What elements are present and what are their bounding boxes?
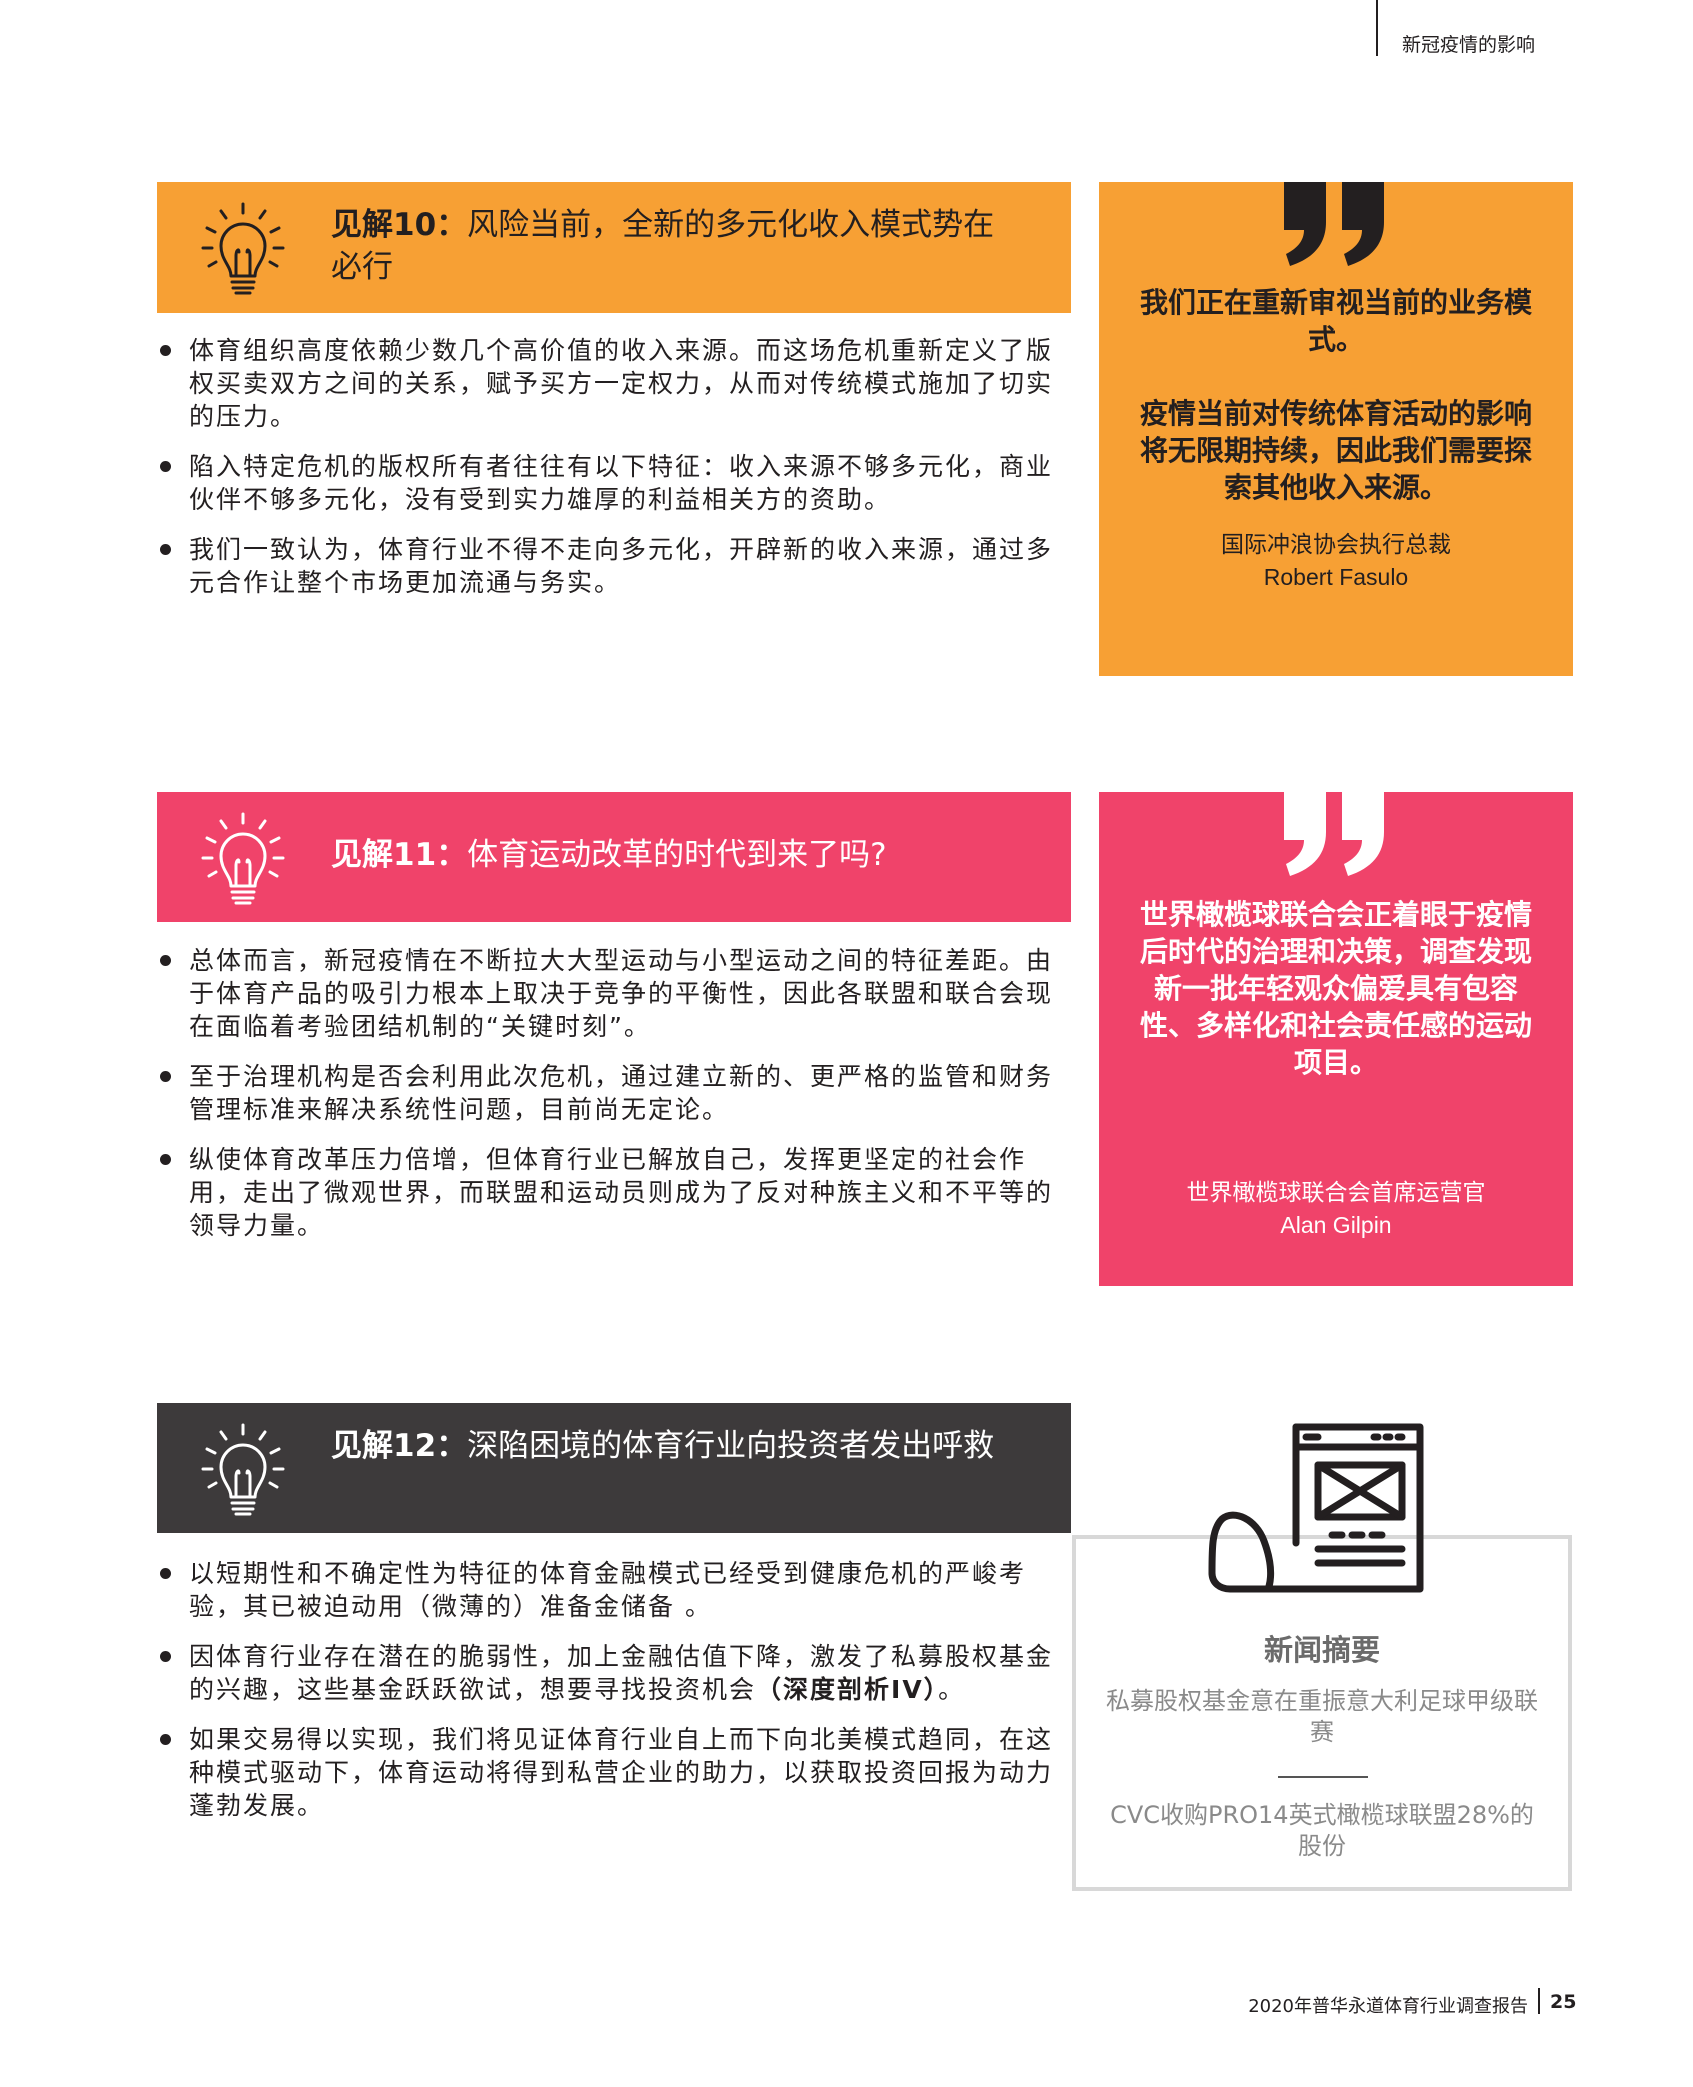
news-divider xyxy=(1278,1776,1368,1778)
insight12-label: 见解12： xyxy=(331,1428,468,1464)
quote1-name: Robert Fasulo xyxy=(1263,564,1409,590)
bullet-text: 如果交易得以实现，我们将见证体育行业自上而下向北美模式趋同，在这种模式驱动下，体… xyxy=(189,1725,1054,1820)
bullet-text: 纵使体育改革压力倍增，但体育行业已解放自己，发挥更坚定的社会作用，走出了微观世界… xyxy=(189,1145,1054,1240)
footer-report-title: 2020年普华永道体育行业调查报告 xyxy=(1248,1996,1528,2017)
list-item: 总体而言，新冠疫情在不断拉大大型运动与小型运动之间的特征差距。由于体育产品的吸引… xyxy=(157,944,1062,1043)
insight10-label: 见解10： xyxy=(331,207,468,243)
quote2-name: Alan Gilpin xyxy=(1280,1212,1392,1238)
quote2-text: 世界橄榄球联合会正着眼于疫情后时代的治理和决策，调查发现新一批年轻观众偏爱具有包… xyxy=(1139,898,1532,1079)
insight10-bullets: 体育组织高度依赖少数几个高价值的收入来源。而这场危机重新定义了版权买卖双方之间的… xyxy=(157,334,1062,616)
bullet-text-end: 。 xyxy=(938,1675,966,1704)
insight12-banner: 见解12：深陷困境的体育行业向投资者发出呼救 xyxy=(157,1403,1071,1533)
quote1-role: 国际冲浪协会执行总裁 xyxy=(1221,532,1451,558)
list-item: 我们一致认为，体育行业不得不走向多元化，开辟新的收入来源，通过多元合作让整个市场… xyxy=(157,533,1062,599)
list-item: 至于治理机构是否会利用此次危机，通过建立新的、更严格的监管和财务管理标准来解决系… xyxy=(157,1060,1062,1126)
bullet-dot xyxy=(160,345,171,356)
quote-box-2: 世界橄榄球联合会正着眼于疫情后时代的治理和决策，调查发现新一批年轻观众偏爱具有包… xyxy=(1099,792,1573,1286)
insight10-title-text: 风险当前，全新的多元化收入模式势在必行 xyxy=(331,207,995,285)
bullet-text: 总体而言，新冠疫情在不断拉大大型运动与小型运动之间的特征差距。由于体育产品的吸引… xyxy=(189,946,1054,1041)
quote-mark-icon xyxy=(1284,182,1384,266)
bullet-text: 因体育行业存在潜在的脆弱性，加上金融估值下降，激发了私募股权基金的兴趣，这些基金… xyxy=(189,1642,1053,1704)
quote2-role: 世界橄榄球联合会首席运营官 xyxy=(1186,1180,1486,1206)
list-item: 纵使体育改革压力倍增，但体育行业已解放自己，发挥更坚定的社会作用，走出了微观世界… xyxy=(157,1143,1062,1242)
insight11-title: 见解11：体育运动改革的时代到来了吗? xyxy=(331,834,1021,876)
insight11-label: 见解11： xyxy=(331,837,468,873)
footer-divider xyxy=(1538,1988,1540,2014)
quote1-text: 我们正在重新审视当前的业务模式。 疫情当前对传统体育活动的影响将无限期持续，因此… xyxy=(1129,284,1543,506)
bullet-dot xyxy=(160,1568,171,1579)
list-item: 如果交易得以实现，我们将见证体育行业自上而下向北美模式趋同，在这种模式驱动下，体… xyxy=(157,1723,1062,1822)
bullet-dot xyxy=(160,1651,171,1662)
news-title: 新闻摘要 xyxy=(1263,1633,1380,1667)
page-number: 25 xyxy=(1550,1991,1577,2013)
newspaper-icon xyxy=(1208,1423,1424,1593)
list-item: 体育组织高度依赖少数几个高价值的收入来源。而这场危机重新定义了版权买卖双方之间的… xyxy=(157,334,1062,433)
section-title: 新冠疫情的影响 xyxy=(1402,34,1536,56)
news-item-1[interactable]: 私募股权基金意在重振意大利足球甲级联赛 xyxy=(1106,1687,1538,1746)
insight10-title: 见解10：风险当前，全新的多元化收入模式势在必行 xyxy=(331,204,1021,288)
insight10-banner: 见解10：风险当前，全新的多元化收入模式势在必行 xyxy=(157,182,1071,313)
quote-mark-icon xyxy=(1284,792,1384,876)
quote-box-1: 我们正在重新审视当前的业务模式。 疫情当前对传统体育活动的影响将无限期持续，因此… xyxy=(1099,182,1573,676)
bullet-text: 我们一致认为，体育行业不得不走向多元化，开辟新的收入来源，通过多元合作让整个市场… xyxy=(189,535,1054,597)
quote1-line2: 疫情当前对传统体育活动的影响将无限期持续，因此我们需要探索其他收入来源。 xyxy=(1139,397,1532,504)
bullet-text-main: 因体育行业存在潜在的脆弱性，加上金融估值下降，激发了私募股权基金的兴趣，这些基金… xyxy=(189,1642,1054,1704)
bullet-text: 陷入特定危机的版权所有者往往有以下特征：收入来源不够多元化，商业伙伴不够多元化，… xyxy=(189,452,1054,514)
bullet-text: 至于治理机构是否会利用此次危机，通过建立新的、更严格的监管和财务管理标准来解决系… xyxy=(189,1062,1054,1124)
deep-dive-link[interactable]: （深度剖析IV） xyxy=(756,1675,939,1704)
news-summary-box xyxy=(1072,1535,1572,1891)
lightbulb-icon xyxy=(201,812,285,905)
bullet-dot xyxy=(160,955,171,966)
list-item: 因体育行业存在潜在的脆弱性，加上金融估值下降，激发了私募股权基金的兴趣，这些基金… xyxy=(157,1640,1062,1706)
list-item: 以短期性和不确定性为特征的体育金融模式已经受到健康危机的严峻考验，其已被迫动用（… xyxy=(157,1557,1062,1623)
bullet-dot xyxy=(160,544,171,555)
header-divider xyxy=(1376,0,1378,56)
quote1-line1: 我们正在重新审视当前的业务模式。 xyxy=(1139,286,1532,356)
bullet-dot xyxy=(160,1071,171,1082)
lightbulb-icon xyxy=(201,202,285,295)
bullet-dot xyxy=(160,461,171,472)
insight11-bullets: 总体而言，新冠疫情在不断拉大大型运动与小型运动之间的特征差距。由于体育产品的吸引… xyxy=(157,944,1062,1259)
insight11-title-text: 体育运动改革的时代到来了吗? xyxy=(467,837,887,873)
bullet-text: 以短期性和不确定性为特征的体育金融模式已经受到健康危机的严峻考验，其已被迫动用（… xyxy=(189,1559,1027,1621)
insight12-bullets: 以短期性和不确定性为特征的体育金融模式已经受到健康危机的严峻考验，其已被迫动用（… xyxy=(157,1557,1062,1839)
lightbulb-icon xyxy=(201,1423,285,1516)
insight11-banner: 见解11：体育运动改革的时代到来了吗? xyxy=(157,792,1071,922)
insight12-title-text: 深陷困境的体育行业向投资者发出呼救 xyxy=(467,1428,995,1464)
bullet-dot xyxy=(160,1734,171,1745)
bullet-text: 体育组织高度依赖少数几个高价值的收入来源。而这场危机重新定义了版权买卖双方之间的… xyxy=(189,336,1054,431)
bullet-dot xyxy=(160,1154,171,1165)
insight12-title: 见解12：深陷困境的体育行业向投资者发出呼救 xyxy=(331,1425,1021,1467)
news-item-2[interactable]: CVC收购PRO14英式橄榄球联盟28%的股份 xyxy=(1110,1801,1534,1860)
list-item: 陷入特定危机的版权所有者往往有以下特征：收入来源不够多元化，商业伙伴不够多元化，… xyxy=(157,450,1062,516)
